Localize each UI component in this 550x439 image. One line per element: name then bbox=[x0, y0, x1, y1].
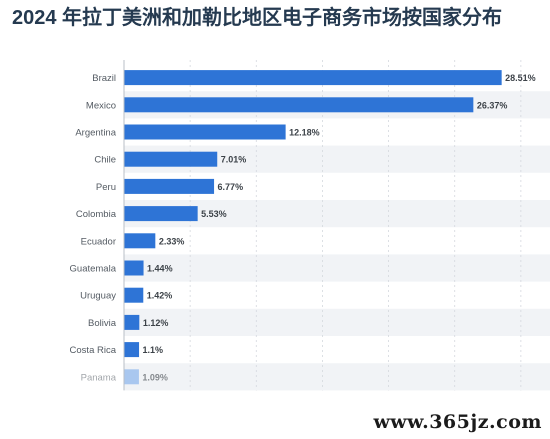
bars bbox=[124, 70, 502, 385]
gridlines bbox=[123, 60, 522, 391]
bar-mexico[interactable] bbox=[124, 97, 474, 113]
category-label: Peru bbox=[96, 182, 116, 193]
row-bands bbox=[124, 91, 550, 391]
bar-chile[interactable] bbox=[124, 151, 218, 167]
category-labels: Brazil Mexico Argentina Chile Peru Colombia Ec… bbox=[70, 73, 117, 383]
category-label: Ecuador bbox=[81, 236, 116, 247]
category-label: Bolivia bbox=[88, 318, 117, 329]
category-label: Colombia bbox=[76, 209, 117, 220]
bar-colombia[interactable] bbox=[124, 206, 198, 222]
value-label: 6.77% bbox=[218, 182, 244, 192]
bar-costa-rica[interactable] bbox=[124, 342, 140, 358]
category-label: Panama bbox=[81, 372, 117, 383]
value-label: 1.1% bbox=[143, 345, 164, 355]
value-label: 5.53% bbox=[201, 209, 227, 219]
bar-panama[interactable] bbox=[124, 369, 139, 385]
bar-uruguay[interactable] bbox=[124, 287, 144, 303]
value-label: 26.37% bbox=[477, 100, 508, 110]
category-label: Argentina bbox=[75, 128, 116, 139]
value-label: 7.01% bbox=[221, 155, 247, 165]
value-label: 1.09% bbox=[142, 372, 168, 382]
category-label: Brazil bbox=[92, 73, 116, 84]
chart-title: 2024 年拉丁美洲和加勒比地区电子商务市场按国家分布 bbox=[12, 7, 503, 29]
category-label: Chile bbox=[94, 155, 116, 166]
bar-ecuador[interactable] bbox=[124, 233, 156, 249]
row-band bbox=[124, 363, 550, 391]
value-label: 1.44% bbox=[147, 264, 173, 274]
bar-argentina[interactable] bbox=[124, 124, 286, 140]
value-labels: 28.51% 26.37% 12.18% 7.01% 6.77% 5.53% 2.33% 1.… bbox=[142, 73, 535, 382]
bar-guatemala[interactable] bbox=[124, 260, 144, 276]
category-label: Uruguay bbox=[80, 291, 116, 302]
row-band bbox=[124, 308, 550, 336]
bar-chart-svg: Brazil Mexico Argentina Chile Peru Colombia Ec… bbox=[70, 60, 550, 391]
category-label: Mexico bbox=[86, 100, 116, 111]
bar-brazil[interactable] bbox=[124, 70, 502, 86]
bar-chart: Brazil Mexico Argentina Chile Peru Colombia Ec… bbox=[0, 52, 550, 439]
value-label: 12.18% bbox=[289, 128, 320, 138]
category-label: Costa Rica bbox=[70, 345, 117, 356]
value-label: 1.42% bbox=[147, 291, 173, 301]
row-band bbox=[124, 254, 550, 282]
value-label: 1.12% bbox=[143, 318, 169, 328]
bar-peru[interactable] bbox=[124, 178, 215, 194]
watermark: www.365jz.com bbox=[373, 411, 542, 433]
category-label: Guatemala bbox=[70, 264, 117, 275]
bar-bolivia[interactable] bbox=[124, 314, 140, 330]
value-label: 28.51% bbox=[505, 73, 536, 83]
value-label: 2.33% bbox=[159, 236, 185, 246]
